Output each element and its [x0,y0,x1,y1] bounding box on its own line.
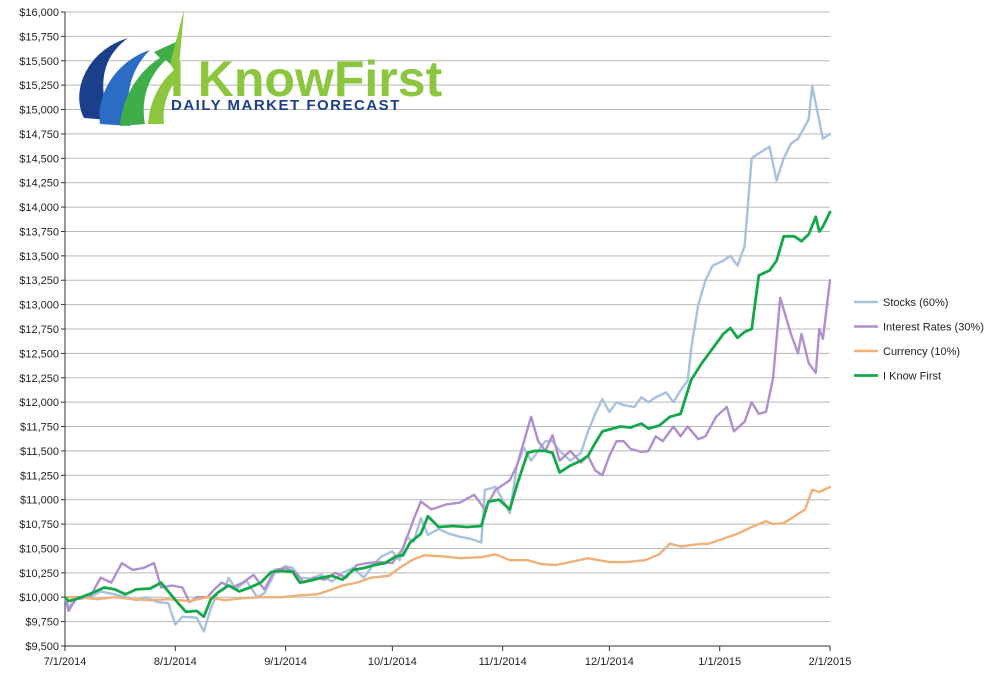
y-tick-label: $14,500 [19,153,59,165]
legend: Stocks (60%) Interest Rates (30%) Currency… [854,297,984,383]
logo-name: I KnowFirst [170,51,443,107]
series-line-1 [63,279,832,613]
logo-tagline: Daily Market Forecast [171,97,401,114]
y-tick-label: $12,500 [19,348,59,360]
y-tick-label: $12,750 [19,324,59,336]
x-tick-label: 7/1/2014 [44,656,87,668]
y-tick-label: $13,000 [19,300,59,312]
legend-label-1: Interest Rates (30%) [883,322,984,334]
x-tick-label: 10/1/2014 [368,656,417,668]
y-tick-label: $13,500 [19,251,59,263]
series-line-3 [63,210,832,619]
axes: $9,500 $9,750 $10,000 $10,250 $10,500 $10,750… [19,7,851,668]
series-lines [63,84,832,633]
y-tick-label: $11,250 [20,470,59,482]
series-line-2 [63,485,832,603]
y-tick-label: $10,250 [19,568,59,580]
x-tick-label: 9/1/2014 [264,656,307,668]
y-tick-label: $11,000 [20,495,59,507]
y-tick-label: $16,000 [19,7,59,19]
x-tick-label: 2/1/2015 [809,656,852,668]
series-line-0 [63,84,832,633]
y-tick-label: $11,500 [20,446,59,458]
legend-label-0: Stocks (60%) [883,297,948,309]
legend-label-3: I Know First [883,371,941,383]
y-tick-label: $9,750 [25,617,59,629]
y-tick-label: $13,750 [19,226,59,238]
y-tick-label: $12,000 [19,397,59,409]
y-tick-label: $15,000 [19,105,59,117]
x-tick-label: 11/1/2014 [479,656,527,668]
y-tick-label: $15,750 [19,31,59,43]
y-tick-label: $14,000 [19,202,59,214]
x-tick-label: 8/1/2014 [154,656,197,668]
legend-label-2: Currency (10%) [883,346,960,358]
y-tick-label: $11,750 [20,422,59,434]
y-tick-label: $10,750 [19,519,59,531]
x-tick-label: 1/1/2015 [698,656,741,668]
logo: I KnowFirst Daily Market Forecast [79,10,443,126]
x-tick-label: 12/1/2014 [585,656,634,668]
y-tick-label: $9,500 [25,641,59,653]
y-tick-label: $15,500 [19,56,59,68]
logo-swoosh-icon [79,10,184,126]
y-tick-label: $14,250 [19,178,59,190]
y-tick-label: $10,500 [19,543,59,555]
y-tick-label: $13,250 [19,275,59,287]
y-tick-label: $15,250 [19,80,59,92]
grid-lines [65,11,830,623]
y-tick-label: $10,000 [19,592,59,604]
y-tick-label: $12,250 [19,373,59,385]
y-tick-label: $14,750 [19,129,59,141]
